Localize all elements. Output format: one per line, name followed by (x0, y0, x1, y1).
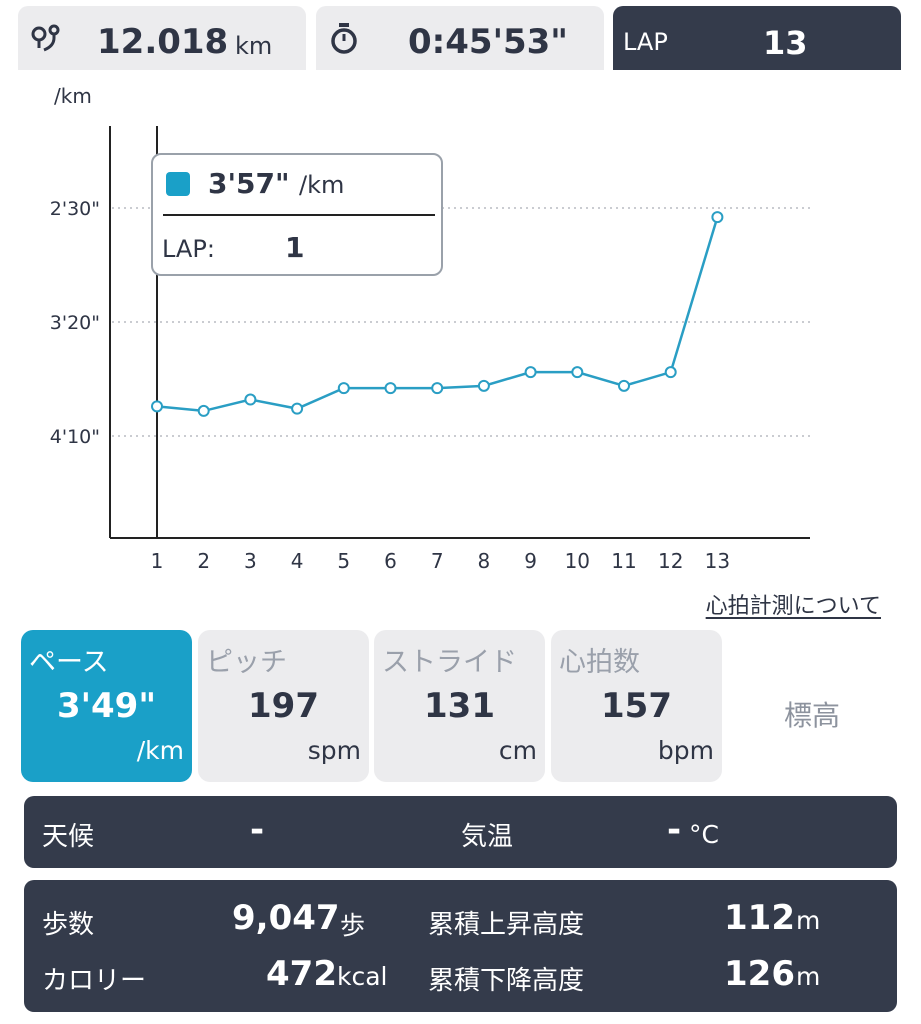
tab-pitch-label: ピッチ (206, 647, 287, 678)
x-tick-label: 13 (705, 549, 730, 573)
ascent-value: 112 (724, 898, 795, 938)
tooltip-pace-unit: /km (299, 171, 345, 199)
ascent-label: 累積上昇高度 (428, 910, 585, 940)
y-tick-label: 3'20" (50, 312, 100, 334)
y-tick-label: 2'30" (50, 198, 100, 220)
data-point[interactable] (571, 366, 584, 379)
ascent-unit: m (796, 906, 821, 935)
tab-pitch-value: 197 (248, 686, 319, 726)
x-tick-label: 12 (658, 549, 683, 573)
distance-unit: km (235, 32, 273, 60)
tab-heart-rate-unit: bpm (657, 736, 714, 765)
heart-rate-info-link[interactable]: 心拍計測について (705, 594, 881, 619)
descent-unit: m (796, 962, 821, 991)
data-point[interactable] (291, 402, 304, 415)
weather-label: 天候 (42, 822, 95, 852)
tooltip-lap-label: LAP: (162, 235, 215, 263)
tab-pace-label: ペース (29, 647, 109, 678)
x-tick-label: 2 (197, 549, 210, 573)
stats-panel: 歩数 9,047 歩 カロリー 472 kcal 累積上昇高度 112 m 累積… (24, 880, 897, 1012)
data-point[interactable] (477, 379, 490, 392)
x-tick-label: 5 (337, 549, 350, 573)
time-card: 0:45'53" (316, 6, 604, 70)
tab-pace[interactable]: ペース 3'49" /km (21, 630, 192, 782)
tab-stride[interactable]: ストライド 131 cm (374, 630, 545, 782)
distance-card: 12.018 km (18, 6, 306, 70)
distance-value: 12.018 (97, 22, 229, 62)
temperature-unit: °C (689, 820, 719, 849)
y-unit-label: /km (54, 84, 92, 108)
x-tick-label: 6 (384, 549, 397, 573)
x-tick-label: 11 (611, 549, 636, 573)
temperature-value: - (667, 810, 682, 850)
tab-heart-rate-value: 157 (601, 686, 672, 726)
data-point[interactable] (151, 400, 163, 413)
series-swatch (166, 172, 190, 196)
tab-stride-value: 131 (424, 686, 495, 726)
data-point[interactable] (618, 379, 630, 392)
descent-value: 126 (724, 954, 795, 994)
tooltip-divider (163, 214, 435, 216)
x-tick-label: 9 (524, 549, 537, 573)
tab-pitch[interactable]: ピッチ 197 spm (198, 630, 369, 782)
tooltip-pace-value: 3'57" (208, 167, 290, 200)
lap-count: 13 (763, 24, 808, 62)
chart-tooltip: 3'57" /km LAP: 1 (151, 153, 443, 276)
data-point[interactable] (384, 382, 397, 395)
data-point[interactable] (337, 382, 350, 395)
y-tick-label: 4'10" (50, 426, 100, 448)
calories-unit: kcal (337, 962, 388, 991)
route-icon (30, 22, 64, 60)
data-point[interactable] (244, 393, 257, 406)
steps-label: 歩数 (42, 910, 95, 940)
steps-unit: 歩 (340, 911, 366, 940)
calories-label: カロリー (42, 966, 147, 996)
data-point[interactable] (711, 211, 724, 224)
tab-pace-value: 3'49" (56, 686, 157, 726)
x-tick-label: 7 (431, 549, 444, 573)
tab-elevation-label: 標高 (784, 699, 841, 732)
tab-elevation[interactable]: 標高 (740, 630, 890, 782)
temperature-label: 気温 (461, 822, 514, 852)
descent-label: 累積下降高度 (428, 966, 585, 996)
lap-card[interactable]: LAP 13 (613, 6, 901, 70)
x-tick-label: 1 (151, 549, 164, 573)
tab-stride-label: ストライド (382, 647, 517, 678)
x-tick-label: 8 (478, 549, 491, 573)
pace-chart[interactable]: /km 2'30"3'20"4'10" 1 2 3 4 5 6 7 8 9 10 11 12 13 (0, 70, 921, 630)
tab-pace-unit: /km (136, 736, 184, 765)
x-tick-label: 10 (565, 549, 590, 573)
tab-heart-rate[interactable]: 心拍数 157 bpm (551, 630, 722, 782)
x-tick-label: 4 (291, 549, 304, 573)
x-tick-label: 3 (244, 549, 257, 573)
data-point[interactable] (431, 382, 444, 395)
data-point[interactable] (524, 366, 537, 379)
lap-label: LAP (623, 28, 668, 56)
data-point[interactable] (197, 404, 210, 417)
time-value: 0:45'53" (408, 22, 569, 62)
calories-value: 472 (266, 954, 337, 994)
tab-pitch-unit: spm (307, 736, 361, 765)
stopwatch-icon (328, 22, 360, 60)
data-point[interactable] (664, 366, 677, 379)
tab-heart-rate-label: 心拍数 (559, 647, 640, 678)
steps-value: 9,047 (232, 898, 340, 938)
tab-stride-unit: cm (498, 736, 537, 765)
weather-panel: 天候 - 気温 - °C (24, 796, 897, 868)
tooltip-lap-value: 1 (285, 231, 305, 264)
weather-value: - (250, 810, 265, 850)
